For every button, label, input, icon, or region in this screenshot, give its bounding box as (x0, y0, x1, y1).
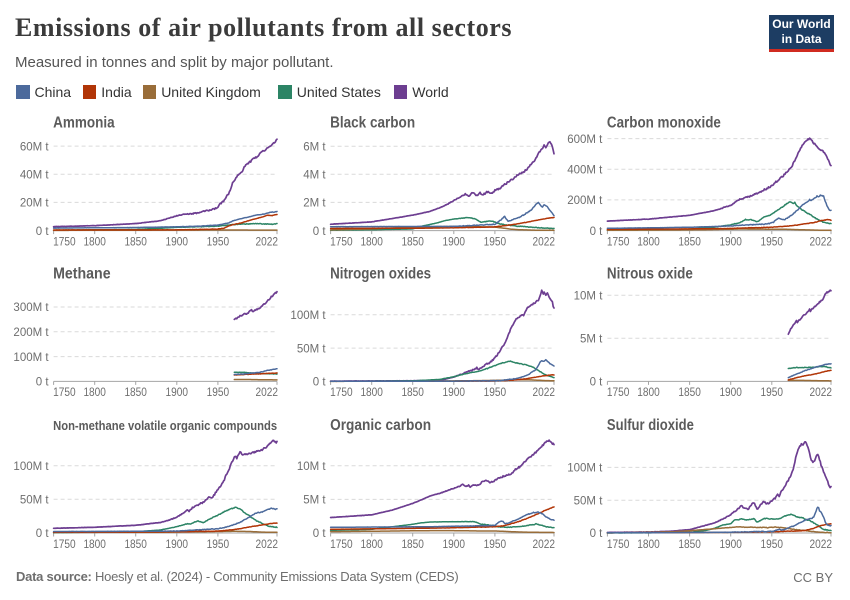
svg-text:1900: 1900 (719, 539, 742, 551)
svg-text:1950: 1950 (207, 387, 230, 399)
svg-text:2022: 2022 (810, 236, 833, 248)
svg-text:20M t: 20M t (20, 198, 50, 210)
svg-text:Methane: Methane (53, 266, 111, 283)
svg-text:1950: 1950 (207, 236, 230, 248)
svg-text:1800: 1800 (637, 387, 660, 399)
svg-text:1850: 1850 (401, 387, 424, 399)
svg-text:1950: 1950 (484, 539, 507, 551)
svg-text:1750: 1750 (607, 387, 630, 399)
svg-text:1750: 1750 (330, 539, 353, 551)
svg-text:Carbon monoxide: Carbon monoxide (607, 115, 721, 132)
svg-text:2022: 2022 (810, 387, 833, 399)
svg-text:0 t: 0 t (36, 226, 50, 238)
svg-text:1800: 1800 (360, 387, 383, 399)
svg-text:1800: 1800 (83, 539, 106, 551)
svg-text:2022: 2022 (256, 539, 279, 551)
svg-text:0 t: 0 t (313, 528, 327, 540)
svg-text:1850: 1850 (124, 387, 147, 399)
svg-text:1950: 1950 (207, 539, 230, 551)
svg-text:1750: 1750 (53, 236, 76, 248)
svg-text:100M t: 100M t (13, 352, 49, 364)
svg-text:1750: 1750 (330, 236, 353, 248)
svg-text:5M t: 5M t (303, 495, 326, 507)
svg-text:50M t: 50M t (20, 495, 50, 507)
svg-text:4M t: 4M t (303, 170, 326, 182)
svg-text:0 t: 0 t (590, 528, 604, 540)
svg-text:1900: 1900 (166, 387, 189, 399)
svg-text:0 t: 0 t (590, 377, 604, 389)
svg-text:1900: 1900 (443, 236, 466, 248)
svg-text:1850: 1850 (678, 539, 701, 551)
svg-text:1850: 1850 (678, 236, 701, 248)
svg-text:10M t: 10M t (574, 290, 604, 302)
svg-text:Ammonia: Ammonia (53, 115, 115, 132)
svg-text:2M t: 2M t (303, 198, 326, 210)
svg-text:300M t: 300M t (13, 302, 49, 314)
svg-text:200M t: 200M t (13, 327, 49, 339)
svg-text:1750: 1750 (53, 539, 76, 551)
svg-text:1900: 1900 (443, 539, 466, 551)
svg-text:1850: 1850 (678, 387, 701, 399)
svg-text:600M t: 600M t (567, 134, 603, 146)
svg-text:50M t: 50M t (574, 495, 604, 507)
svg-text:40M t: 40M t (20, 170, 50, 182)
svg-text:2022: 2022 (256, 387, 279, 399)
svg-text:1800: 1800 (637, 236, 660, 248)
svg-text:1800: 1800 (83, 236, 106, 248)
svg-text:100M t: 100M t (290, 310, 326, 322)
svg-text:100M t: 100M t (567, 463, 603, 475)
svg-text:Non-methane volatile organic c: Non-methane volatile organic compounds (53, 418, 277, 433)
svg-text:1900: 1900 (166, 539, 189, 551)
svg-text:1900: 1900 (719, 236, 742, 248)
svg-text:1750: 1750 (330, 387, 353, 399)
svg-text:60M t: 60M t (20, 141, 50, 153)
svg-text:1800: 1800 (83, 387, 106, 399)
svg-text:1750: 1750 (607, 539, 630, 551)
svg-text:1950: 1950 (761, 539, 784, 551)
svg-text:Sulfur dioxide: Sulfur dioxide (607, 417, 694, 434)
svg-text:1950: 1950 (761, 236, 784, 248)
svg-text:1950: 1950 (484, 387, 507, 399)
svg-text:200M t: 200M t (567, 195, 603, 207)
svg-text:1950: 1950 (484, 236, 507, 248)
svg-text:Nitrogen oxides: Nitrogen oxides (330, 266, 431, 283)
svg-text:2022: 2022 (533, 236, 556, 248)
svg-text:Black carbon: Black carbon (330, 115, 415, 132)
svg-text:1950: 1950 (761, 387, 784, 399)
svg-text:2022: 2022 (256, 236, 279, 248)
svg-text:1800: 1800 (360, 236, 383, 248)
svg-text:400M t: 400M t (567, 165, 603, 177)
svg-text:0 t: 0 t (590, 226, 604, 238)
svg-text:1800: 1800 (360, 539, 383, 551)
svg-text:0 t: 0 t (313, 377, 327, 389)
svg-text:1900: 1900 (443, 387, 466, 399)
svg-text:5M t: 5M t (580, 334, 603, 346)
svg-text:1850: 1850 (401, 236, 424, 248)
svg-text:0 t: 0 t (313, 226, 327, 238)
svg-text:6M t: 6M t (303, 141, 326, 153)
svg-text:50M t: 50M t (297, 343, 327, 355)
svg-text:1850: 1850 (124, 539, 147, 551)
svg-text:2022: 2022 (810, 539, 833, 551)
svg-text:100M t: 100M t (13, 461, 49, 473)
svg-text:1850: 1850 (401, 539, 424, 551)
svg-text:0 t: 0 t (36, 377, 50, 389)
svg-text:1800: 1800 (637, 539, 660, 551)
svg-text:Nitrous oxide: Nitrous oxide (607, 266, 693, 283)
svg-text:1750: 1750 (53, 387, 76, 399)
svg-text:1850: 1850 (124, 236, 147, 248)
svg-text:1750: 1750 (607, 236, 630, 248)
svg-text:0 t: 0 t (36, 528, 50, 540)
svg-text:2022: 2022 (533, 539, 556, 551)
svg-text:Organic carbon: Organic carbon (330, 417, 431, 434)
svg-text:1900: 1900 (166, 236, 189, 248)
svg-text:1900: 1900 (719, 387, 742, 399)
svg-text:10M t: 10M t (297, 461, 327, 473)
svg-text:2022: 2022 (533, 387, 556, 399)
